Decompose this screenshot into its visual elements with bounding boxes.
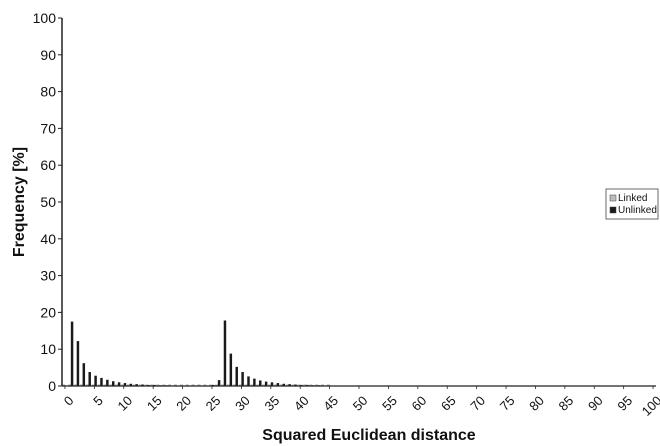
x-tick-label: 45 [320, 393, 341, 414]
bar-unlinked-2 [76, 341, 80, 386]
y-tick-label: 60 [40, 157, 56, 173]
bar-unlinked-1 [70, 321, 74, 386]
x-tick-label: 35 [262, 393, 283, 414]
bar-unlinked-7 [106, 379, 109, 386]
x-tick-label: 25 [203, 393, 224, 414]
x-tick-label: 60 [409, 393, 430, 414]
bar-unlinked-34 [264, 381, 268, 386]
x-tick-label: 90 [585, 393, 606, 414]
x-tick-label: 0 [61, 393, 77, 409]
y-tick-label: 10 [40, 341, 56, 357]
x-tick-label: 50 [350, 393, 371, 414]
x-tick-label: 40 [291, 393, 312, 414]
legend-box [605, 188, 659, 220]
x-tick-label: 30 [232, 393, 253, 414]
x-tick-label: 100 [639, 393, 660, 419]
y-tick-label: 30 [40, 268, 56, 284]
bar-unlinked-12 [135, 384, 138, 386]
x-tick-label: 95 [614, 393, 635, 414]
bar-unlinked-11 [129, 383, 133, 386]
y-tick-label: 40 [40, 231, 56, 247]
bar-unlinked-29 [235, 366, 238, 386]
y-tick-label: 100 [33, 10, 57, 26]
bar-unlinked-33 [259, 380, 262, 386]
bar-unlinked-8 [111, 381, 115, 386]
bar-unlinked-38 [288, 384, 291, 386]
y-tick-label: 0 [48, 378, 56, 394]
bar-unlinked-4 [88, 372, 91, 386]
x-tick-label: 80 [526, 393, 547, 414]
bars-group [62, 320, 333, 387]
x-tick-label: 65 [438, 393, 459, 414]
x-tick-label: 85 [556, 393, 577, 414]
bar-unlinked-28 [229, 353, 233, 386]
bar-unlinked-27 [223, 320, 227, 386]
legend-swatch-unlinked [609, 206, 617, 214]
x-tick-label: 15 [144, 393, 165, 414]
y-tick-label: 80 [40, 84, 56, 100]
bar-unlinked-26 [217, 380, 221, 386]
bar-unlinked-35 [270, 382, 274, 386]
bar-unlinked-9 [117, 382, 121, 386]
y-tick-label: 50 [40, 194, 56, 210]
legend-label-unlinked: Unlinked [618, 205, 657, 216]
y-tick-label: 90 [40, 47, 56, 63]
bar-unlinked-30 [241, 372, 244, 386]
bar-unlinked-32 [253, 378, 256, 386]
bar-unlinked-5 [94, 375, 97, 386]
bar-unlinked-37 [282, 383, 286, 386]
x-axis-title: Squared Euclidean distance [262, 427, 476, 444]
x-tick-label: 55 [379, 393, 400, 414]
bar-unlinked-39 [294, 384, 297, 386]
legend-swatch-linked [609, 194, 617, 202]
y-axis-title: Frequency [%] [11, 147, 28, 257]
y-tick-label: 20 [40, 304, 56, 320]
bar-unlinked-31 [247, 376, 250, 386]
y-tick-label: 70 [40, 120, 56, 136]
bar-unlinked-3 [82, 363, 86, 386]
x-tick-label: 5 [90, 393, 106, 409]
bar-unlinked-36 [276, 383, 280, 386]
bar-unlinked-10 [123, 383, 127, 386]
legend-label-linked: Linked [618, 193, 647, 204]
bar-unlinked-6 [100, 377, 103, 386]
x-tick-label: 10 [114, 393, 135, 414]
axes-group [61, 18, 656, 387]
bar-unlinked-13 [141, 384, 144, 386]
x-tick-label: 70 [467, 393, 488, 414]
x-tick-label: 75 [497, 393, 518, 414]
x-tick-label: 20 [173, 393, 194, 414]
